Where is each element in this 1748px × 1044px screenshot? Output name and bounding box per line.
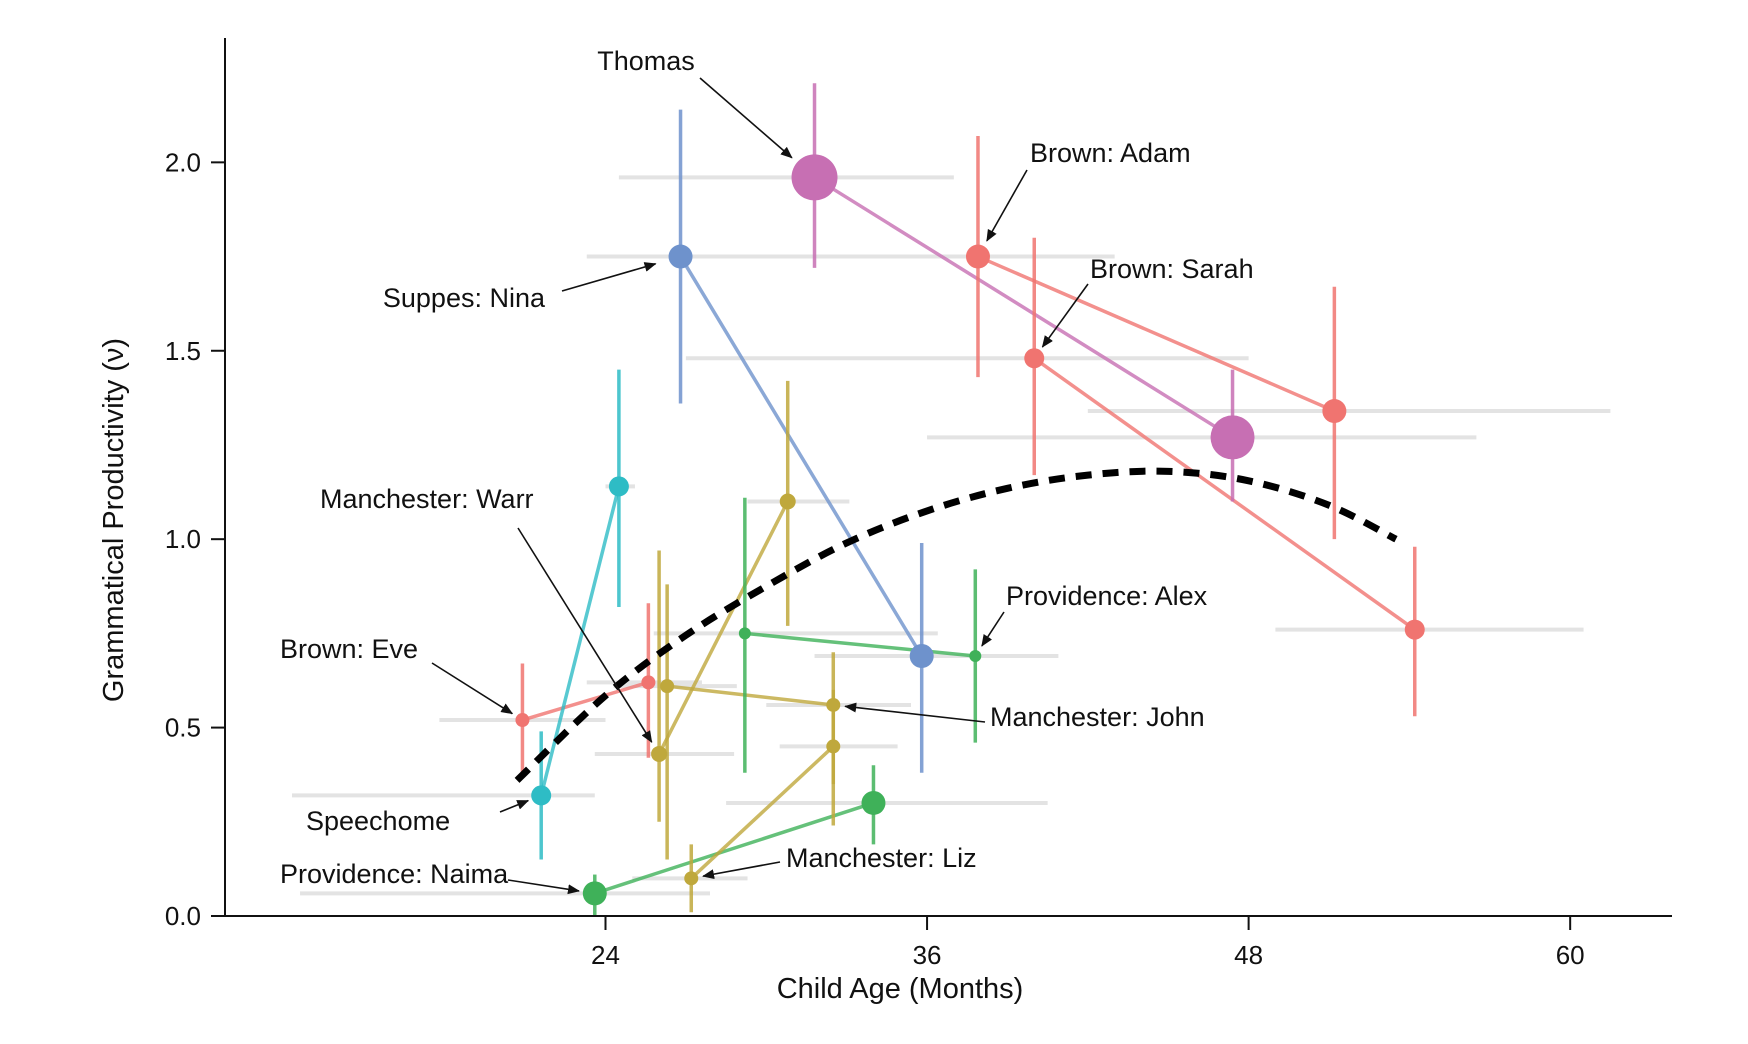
manchester-warr-line [657,500,790,755]
y-tick-label-0.5: 0.5 [165,713,201,743]
brown-adam-point-1 [1322,399,1347,424]
axes: 24 36 48 60 0.0 0.5 1.0 1.5 2.0 [165,38,1672,970]
providence-alex-arrow [981,611,1005,647]
thomas-point-1 [1210,415,1255,460]
manchester-john-label: Manchester: John [990,702,1205,732]
providence-alex-point-0 [738,627,751,640]
brown-sarah-arrow [1041,283,1089,348]
thomas-arrow [699,77,793,159]
trend-curve [514,467,1398,783]
trend-line [514,467,1398,783]
suppes-nina-label: Suppes: Nina [383,283,546,313]
annotations: Thomas Suppes: Nina Brown: Adam Brown: Sara… [280,46,1254,895]
manchester-john-point-1 [826,697,841,712]
suppes-nina-point-0 [668,244,693,269]
speechome-point-1 [608,476,629,497]
providence-naima-label: Providence: Naima [280,859,509,889]
manchester-warr-point-0 [651,745,668,762]
manchester-liz-point-0 [684,871,699,886]
x-tick-label-36: 36 [913,940,942,970]
suppes-nina-arrow [561,262,657,292]
providence-naima-arrow [507,879,580,895]
manchester-warr-label: Manchester: Warr [320,484,534,514]
brown-eve-line [521,680,649,722]
brown-adam-label: Brown: Adam [1030,138,1191,168]
brown-eve-point-0 [515,713,530,728]
suppes-nina-point-1 [909,643,934,668]
providence-naima-line [594,801,875,896]
y-tick-label-0.0: 0.0 [165,901,201,931]
data-points [515,154,1425,906]
providence-naima-point-1 [861,790,886,815]
brown-eve-point-1 [641,675,656,690]
providence-alex-point-1 [969,649,982,662]
y-tick-label-2.0: 2.0 [165,147,201,177]
manchester-john-line [666,684,834,707]
manchester-warr-arrow [517,527,653,743]
brown-eve-arrow [431,662,514,715]
brown-adam-arrow [986,169,1028,242]
speechome-line [539,485,621,796]
providence-alex-label: Providence: Alex [1006,581,1208,611]
y-axis-title: Grammatical Productivity (ν) [98,338,130,702]
brown-adam-point-0 [965,244,990,269]
brown-eve-label: Brown: Eve [280,634,418,664]
providence-alex-line [744,631,976,658]
y-tick-label-1.0: 1.0 [165,524,201,554]
y-error-bars [520,83,1417,916]
thomas-point-0 [791,154,838,201]
manchester-warr-point-1 [779,493,796,510]
y-tick-label-1.5: 1.5 [165,336,201,366]
x-axis-title: Child Age (Months) [777,973,1024,1005]
brown-sarah-label: Brown: Sarah [1090,254,1254,284]
x-tick-label-48: 48 [1234,940,1263,970]
series-lines [521,175,1416,896]
speechome-arrow [499,799,530,813]
speechome-label: Speechome [306,806,450,836]
manchester-john-point-0 [660,679,675,694]
speechome-point-0 [531,785,552,806]
brown-sarah-line [1033,356,1416,632]
providence-naima-point-0 [582,881,607,906]
suppes-nina-line [679,255,924,657]
manchester-liz-arrow [702,861,781,880]
manchester-liz-label: Manchester: Liz [786,843,977,873]
x-tick-label-60: 60 [1556,940,1585,970]
manchester-john-arrow [844,702,986,723]
thomas-line [813,175,1234,439]
x-tick-label-24: 24 [591,940,620,970]
manchester-liz-line [690,745,835,880]
manchester-liz-point-1 [826,739,841,754]
brown-adam-line [977,254,1336,413]
brown-sarah-point-0 [1024,348,1045,369]
brown-sarah-point-1 [1404,619,1425,640]
thomas-label: Thomas [597,46,695,76]
